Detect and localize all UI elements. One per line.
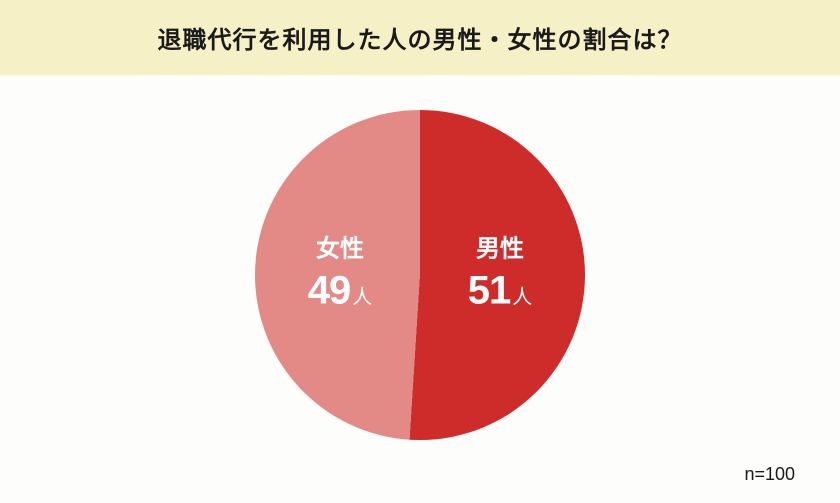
chart-area: 女性 49人 男性 51人 — [0, 75, 840, 440]
slice-name-female: 女性 — [308, 236, 373, 265]
pie-chart: 女性 49人 男性 51人 — [255, 110, 585, 440]
slice-unit-female: 人 — [352, 286, 372, 308]
slice-unit-male: 人 — [512, 286, 532, 308]
pie-surface — [255, 110, 585, 440]
slice-label-male: 男性 51人 — [468, 236, 533, 315]
title-bar: 退職代行を利用した人の男性・女性の割合は？ — [0, 0, 840, 75]
slice-value-male: 51 — [468, 268, 511, 312]
slice-name-male: 男性 — [468, 236, 533, 265]
slice-value-female: 49 — [308, 268, 351, 312]
chart-title: 退職代行を利用した人の男性・女性の割合は？ — [0, 20, 840, 55]
slice-label-female: 女性 49人 — [308, 236, 373, 315]
sample-size-footnote: n=100 — [744, 464, 795, 485]
